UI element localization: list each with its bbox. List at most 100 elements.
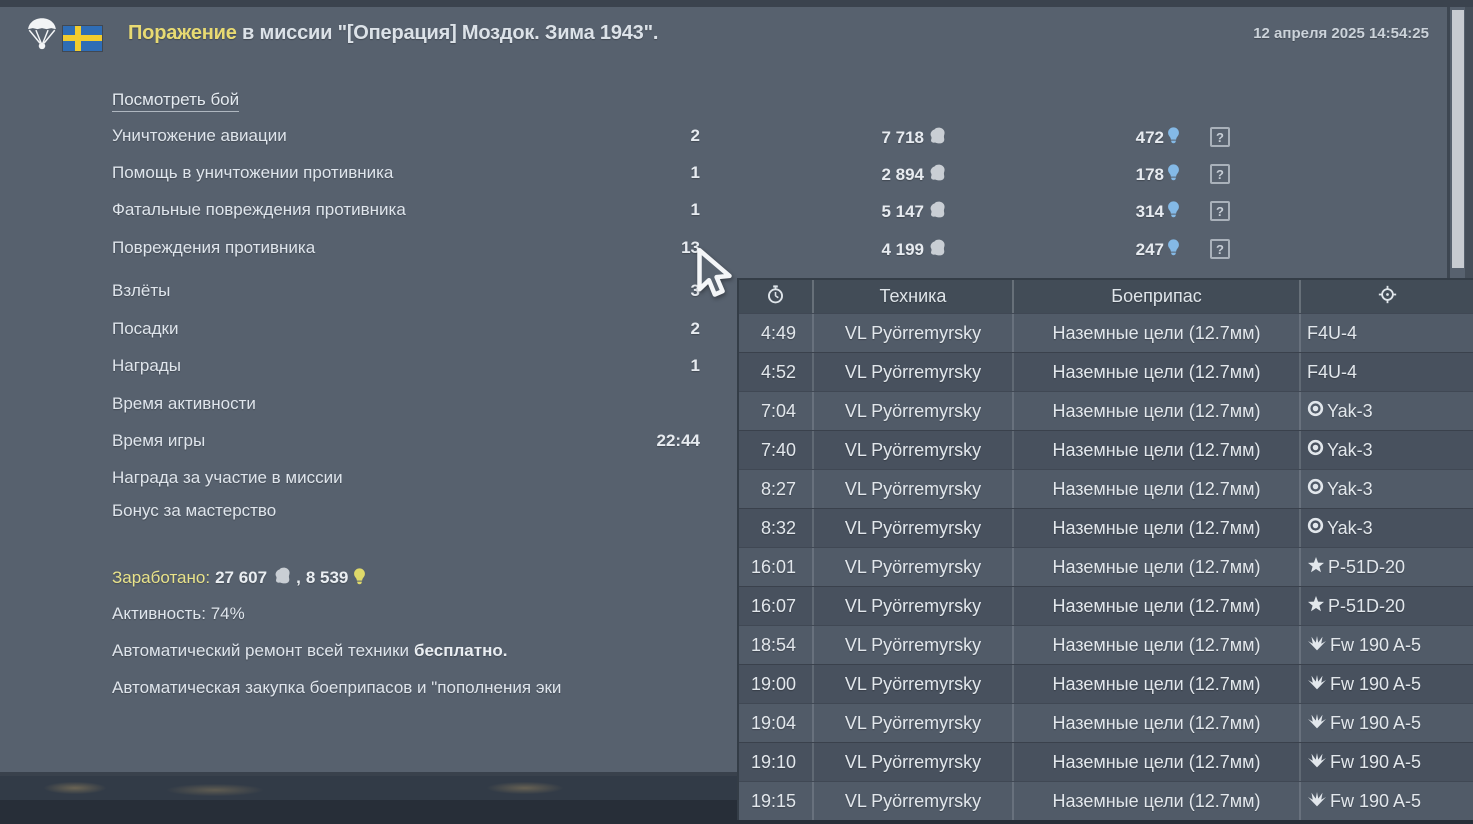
- stat-count: 3: [690, 281, 700, 300]
- table-row[interactable]: 18:54 VL Pyörremyrsky Наземные цели (12.7м…: [739, 625, 1473, 664]
- target-cell: P-51D-20: [1299, 587, 1473, 625]
- damage-log-table: Техника Боеприпас 4:49 VL Pyörremyrsky Наз…: [737, 278, 1473, 820]
- stat-label: Уничтожение авиации: [112, 126, 287, 145]
- stat-count: 1: [690, 200, 700, 219]
- table-row[interactable]: 19:04 VL Pyörremyrsky Наземные цели (12.7м…: [739, 703, 1473, 742]
- target-cell: Yak-3: [1299, 392, 1473, 430]
- crosshair-icon: [1378, 285, 1397, 309]
- silver-lion-icon: [927, 163, 946, 187]
- earned-label: Заработано:: [112, 568, 211, 587]
- table-row[interactable]: 16:07 VL Pyörremyrsky Наземные цели (12.7м…: [739, 586, 1473, 625]
- ammo-cell: Наземные цели (12.7мм): [1012, 314, 1299, 352]
- info-icon[interactable]: ?: [1210, 127, 1230, 147]
- target-cell: Fw 190 A-5: [1299, 743, 1473, 781]
- ammo-cell: Наземные цели (12.7мм): [1012, 431, 1299, 469]
- table-row[interactable]: 16:01 VL Pyörremyrsky Наземные цели (12.7м…: [739, 547, 1473, 586]
- stat-label: Посадки: [112, 319, 179, 338]
- vehicle-cell: VL Pyörremyrsky: [812, 743, 1012, 781]
- damage-table-header: Техника Боеприпас: [739, 280, 1473, 313]
- hit-time-cell: 19:04: [750, 712, 796, 733]
- target-name: Yak-3: [1327, 400, 1373, 421]
- target-name: P-51D-20: [1328, 595, 1406, 616]
- vehicle-cell: VL Pyörremyrsky: [812, 353, 1012, 391]
- research-points-icon: [1167, 126, 1180, 149]
- panel-top-edge: [0, 0, 1473, 7]
- target-name: Fw 190 A-5: [1330, 673, 1422, 694]
- table-row[interactable]: 8:32 VL Pyörremyrsky Наземные цели (12.7мм…: [739, 508, 1473, 547]
- table-row[interactable]: 8:27 VL Pyörremyrsky Наземные цели (12.7мм…: [739, 469, 1473, 508]
- table-row[interactable]: 19:00 VL Pyörremyrsky Наземные цели (12.7м…: [739, 664, 1473, 703]
- info-icon[interactable]: ?: [1210, 201, 1230, 221]
- view-battle-link[interactable]: Посмотреть бой: [112, 90, 240, 112]
- target-cell: Yak-3: [1299, 470, 1473, 508]
- auto-repair-line: Автоматический ремонт всей техники беспл…: [112, 641, 507, 661]
- stat-count: 1: [690, 356, 700, 375]
- stat-label: Повреждения противника: [112, 238, 316, 257]
- sl-value: 2 894: [881, 165, 924, 184]
- hit-time-cell: 4:49: [760, 322, 796, 343]
- stat-label: Бонус за мастерство: [112, 501, 277, 520]
- stat-count: 13: [681, 238, 700, 257]
- table-row[interactable]: 4:49 VL Pyörremyrsky Наземные цели (12.7мм…: [739, 313, 1473, 352]
- reward-silver-lions: 2 894: [710, 163, 946, 187]
- hit-time-cell: 19:00: [750, 673, 796, 694]
- ammo-cell: Наземные цели (12.7мм): [1012, 353, 1299, 391]
- ammo-header-cell: Боеприпас: [1012, 280, 1299, 313]
- target-cell: Fw 190 A-5: [1299, 704, 1473, 742]
- research-points-icon: [1167, 200, 1180, 223]
- target-name: Fw 190 A-5: [1330, 712, 1422, 733]
- target-name: F4U-4: [1307, 361, 1358, 382]
- table-row[interactable]: 4:52 VL Pyörremyrsky Наземные цели (12.7мм…: [739, 352, 1473, 391]
- eagle-insignia-icon: [1307, 713, 1327, 734]
- auto-ammo-line: Автоматическая закупка боеприпасов и "по…: [112, 678, 562, 697]
- vehicle-cell: VL Pyörremyrsky: [812, 665, 1012, 703]
- reward-research-points: 314: [948, 200, 1180, 223]
- panel-bottom-edge: [0, 772, 1473, 776]
- research-points-icon: [353, 567, 366, 590]
- eagle-insignia-icon: [1307, 791, 1327, 812]
- target-name: P-51D-20: [1328, 556, 1406, 577]
- mission-datetime: 12 апреля 2025 14:54:25: [1253, 25, 1429, 42]
- silver-lion-icon: [927, 126, 946, 150]
- stat-label: Время активности: [112, 394, 256, 413]
- reward-research-points: 178: [948, 163, 1180, 186]
- table-row[interactable]: 19:10 VL Pyörremyrsky Наземные цели (12.7м…: [739, 742, 1473, 781]
- target-name: F4U-4: [1307, 322, 1358, 343]
- table-row[interactable]: 7:40 VL Pyörremyrsky Наземные цели (12.7мм…: [739, 430, 1473, 469]
- stat-label: Награды: [112, 356, 181, 375]
- vehicle-header-cell: Техника: [812, 280, 1012, 313]
- rp-value: 472: [1135, 127, 1164, 147]
- stat-label: Фатальные повреждения противника: [112, 200, 406, 219]
- info-icon[interactable]: ?: [1210, 164, 1230, 184]
- info-icon[interactable]: ?: [1210, 239, 1230, 259]
- table-row[interactable]: 7:04 VL Pyörremyrsky Наземные цели (12.7мм…: [739, 391, 1473, 430]
- scrollbar-thumb[interactable]: [1452, 10, 1464, 268]
- eagle-insignia-icon: [1307, 674, 1327, 695]
- ammo-cell: Наземные цели (12.7мм): [1012, 782, 1299, 820]
- vehicle-cell: VL Pyörremyrsky: [812, 509, 1012, 547]
- result-label: Поражение: [128, 22, 237, 44]
- mission-name: в миссии "[Операция] Моздок. Зима 1943".: [236, 22, 659, 44]
- earned-separator: ,: [296, 568, 301, 587]
- target-name: Fw 190 A-5: [1330, 634, 1422, 655]
- damage-table-body: 4:49 VL Pyörremyrsky Наземные цели (12.7мм…: [739, 313, 1473, 820]
- target-name: Yak-3: [1327, 517, 1373, 538]
- hit-time-cell: 4:52: [760, 361, 796, 382]
- rp-value: 247: [1135, 239, 1164, 259]
- vehicle-cell: VL Pyörremyrsky: [812, 626, 1012, 664]
- hit-time-cell: 16:01: [750, 556, 796, 577]
- ammo-cell: Наземные цели (12.7мм): [1012, 509, 1299, 547]
- table-row[interactable]: 19:15 VL Pyörremyrsky Наземные цели (12.7м…: [739, 781, 1473, 820]
- ammo-cell: Наземные цели (12.7мм): [1012, 704, 1299, 742]
- sl-value: 7 718: [881, 128, 924, 147]
- vehicle-cell: VL Pyörremyrsky: [812, 314, 1012, 352]
- ammo-cell: Наземные цели (12.7мм): [1012, 392, 1299, 430]
- roundel-icon: [1307, 478, 1324, 500]
- target-cell: F4U-4: [1299, 353, 1473, 391]
- research-points-icon: [1167, 163, 1180, 186]
- mouse-cursor: [697, 248, 732, 297]
- vehicle-cell: VL Pyörremyrsky: [812, 587, 1012, 625]
- hit-time-cell: 19:10: [750, 751, 796, 772]
- mission-result-title: Поражение в миссии "[Операция] Моздок. З…: [128, 22, 658, 45]
- stat-label: Награда за участие в миссии: [112, 468, 343, 487]
